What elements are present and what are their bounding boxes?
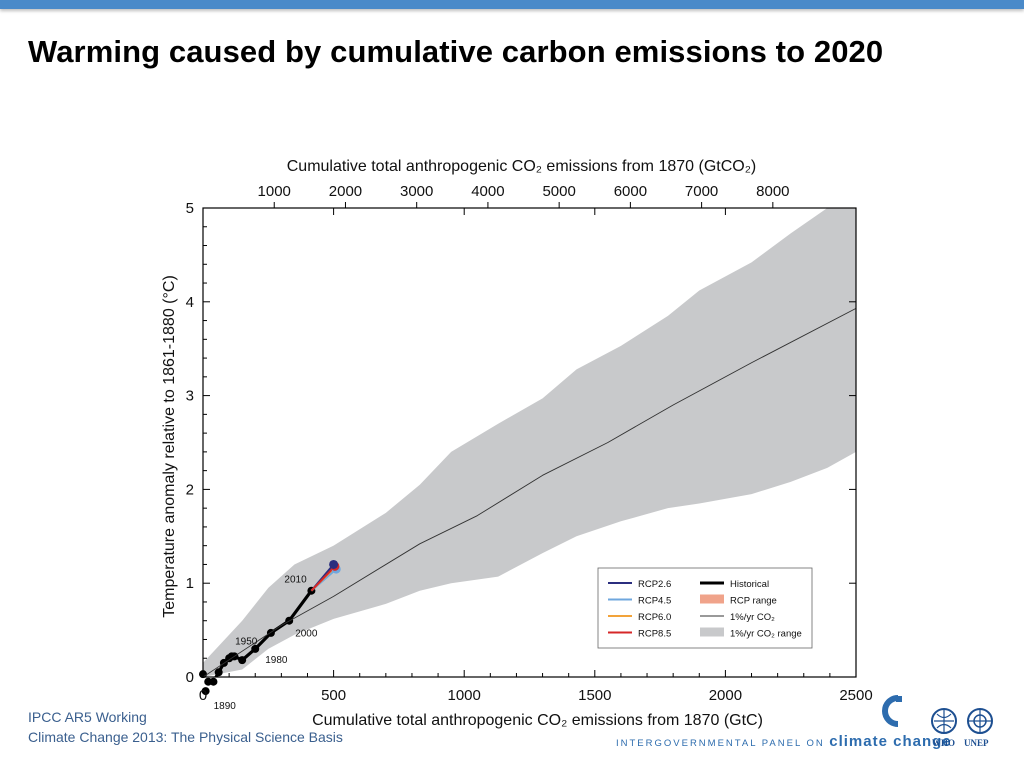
- year-label-1950: 1950: [235, 636, 258, 647]
- y-tick-label: 4: [186, 294, 194, 311]
- footer-report-name: IPCC AR5 Working: [28, 709, 147, 725]
- series-line-1-yr-co: [203, 307, 856, 677]
- legend-label-rcp8-5: RCP8.5: [638, 629, 671, 640]
- who-label: WHO: [932, 738, 956, 748]
- y-tick-label: 1: [186, 575, 194, 592]
- x-tick-label: 1500: [578, 687, 611, 704]
- legend-label-1-yr-co-range: 1%/yr CO₂ range: [730, 629, 802, 640]
- x2-tick-label: 6000: [614, 183, 647, 200]
- historical-point: [201, 687, 210, 696]
- x2-tick-label: 8000: [756, 183, 789, 200]
- historical-point: [214, 668, 223, 677]
- y-axis-label: Temperature anomaly relative to 1861-188…: [161, 275, 178, 618]
- ipcc-wordmark: INTERGOVERNMENTAL PANEL ON climate chang…: [616, 733, 952, 751]
- legend-label-rcp2-6: RCP2.6: [638, 579, 671, 590]
- historical-point: [209, 677, 218, 686]
- range-band-1-yr-co-range: [203, 208, 856, 677]
- year-label-1890: 1890: [214, 701, 237, 712]
- y-tick-label: 3: [186, 388, 194, 405]
- ipcc-wordmark-small: INTERGOVERNMENTAL PANEL ON: [616, 738, 825, 749]
- legend-label-rcp6-0: RCP6.0: [638, 612, 671, 623]
- legend-swatch-rcp-range: [700, 594, 724, 604]
- unep-emblem-icon: [967, 708, 993, 734]
- x-tick-label: 500: [321, 687, 346, 704]
- historical-point: [238, 656, 247, 665]
- x2-tick-label: 5000: [542, 183, 575, 200]
- x2-tick-label: 7000: [685, 183, 718, 200]
- historical-point: [251, 644, 260, 653]
- x-axis-label: Cumulative total anthropogenic CO₂ emiss…: [312, 712, 763, 729]
- ipcc-wordmark-big: climate change: [829, 733, 952, 750]
- x-tick-label: 2500: [839, 687, 872, 704]
- legend-label-rcp-range: RCP range: [730, 596, 777, 607]
- x2-tick-label: 1000: [258, 183, 291, 200]
- legend-label-1-yr-co: 1%/yr CO₂: [730, 612, 775, 623]
- year-label-1980: 1980: [265, 655, 288, 666]
- x2-tick-label: 2000: [329, 183, 362, 200]
- end-marker-rcp2-6: [329, 559, 339, 569]
- y-tick-label: 0: [186, 669, 194, 686]
- x2-axis-label: Cumulative total anthropogenic CO₂ emiss…: [287, 158, 757, 175]
- who-emblem-icon: [931, 708, 957, 734]
- x-tick-label: 0: [199, 687, 207, 704]
- year-label-2000: 2000: [295, 629, 318, 640]
- y-tick-label: 5: [186, 200, 194, 217]
- unep-label: UNEP: [964, 738, 989, 748]
- legend-swatch-1-yr-co-range: [700, 627, 724, 637]
- ipcc-logo-icon: [882, 695, 902, 727]
- footer-report-subtitle: Climate Change 2013: The Physical Scienc…: [28, 729, 343, 745]
- x-tick-label: 1000: [448, 687, 481, 704]
- legend-label-historical: Historical: [730, 579, 769, 590]
- x2-tick-label: 4000: [471, 183, 504, 200]
- y-tick-label: 2: [186, 481, 194, 498]
- slide-title: Warming caused by cumulative carbon emis…: [28, 34, 884, 69]
- x-tick-label: 2000: [709, 687, 742, 704]
- top-accent-bar: [0, 0, 1024, 9]
- year-label-2010: 2010: [284, 575, 307, 586]
- plot-frame: [202, 207, 857, 678]
- legend-label-rcp4-5: RCP4.5: [638, 596, 671, 607]
- x2-tick-label: 3000: [400, 183, 433, 200]
- series-line-rcp8-5: [310, 565, 336, 592]
